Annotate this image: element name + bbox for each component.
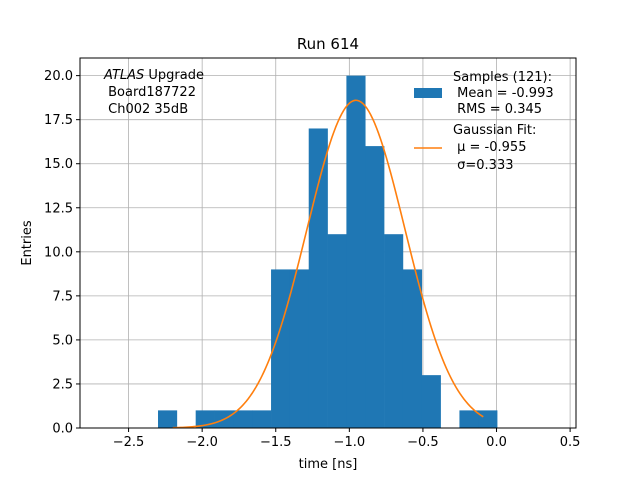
y-tick-label: 17.5	[44, 113, 73, 128]
annotation-box: ATLAS Upgrade Board187722 Ch002 35dB	[103, 68, 204, 117]
annotation-line-2: Board187722	[104, 85, 196, 100]
y-tick-label: 10.0	[44, 245, 73, 260]
legend: Samples (121): Mean = -0.993 RMS = 0.345…	[414, 70, 554, 173]
x-tick-label: −2.5	[113, 435, 145, 450]
y-tick-label: 0.0	[52, 422, 73, 437]
y-tick-label: 7.5	[52, 289, 73, 304]
histogram-bar	[459, 410, 479, 428]
y-tick-label: 15.0	[44, 157, 73, 172]
y-tick-label: 20.0	[44, 69, 73, 84]
y-tick-label: 12.5	[44, 201, 73, 216]
x-tick-label: 0.0	[486, 435, 507, 450]
x-axis-label: time [ns]	[299, 457, 358, 472]
histogram-bar	[233, 410, 253, 428]
x-axis-ticks: −2.5 −2.0 −1.5 −1.0 −0.5 0.0 0.5	[113, 428, 581, 450]
legend-samples-line-2: Mean = -0.993	[453, 86, 554, 101]
x-tick-label: −1.0	[334, 435, 366, 450]
x-tick-label: −1.5	[260, 435, 292, 450]
legend-swatch-samples	[414, 88, 442, 98]
x-tick-label: −2.0	[186, 435, 218, 450]
legend-fit-line-1: Gaussian Fit:	[453, 123, 536, 138]
y-tick-label: 2.5	[52, 377, 73, 392]
histogram-bar	[478, 410, 498, 428]
legend-samples-line-3: RMS = 0.345	[453, 102, 542, 117]
y-tick-label: 5.0	[52, 333, 73, 348]
chart-title: Run 614	[297, 35, 359, 53]
histogram-bar	[158, 410, 178, 428]
gaussian-fit-curve	[172, 99, 484, 429]
histogram-bar	[308, 128, 328, 428]
histogram-bars	[158, 75, 498, 428]
annotation-atlas: ATLAS	[103, 68, 144, 83]
histogram-bar	[384, 234, 404, 428]
histogram-bar	[252, 410, 272, 428]
legend-samples-line-1: Samples (121):	[453, 70, 552, 85]
histogram-bar	[289, 269, 310, 428]
annotation-line-3: Ch002 35dB	[104, 102, 188, 117]
histogram-bar	[402, 269, 423, 428]
histogram-bar	[346, 75, 366, 428]
x-tick-label: 0.5	[560, 435, 581, 450]
legend-fit-line-2: μ = -0.955	[453, 140, 526, 155]
annotation-line-1: ATLAS Upgrade	[103, 68, 204, 83]
legend-fit-line-3: σ=0.333	[453, 158, 513, 173]
histogram-bar	[421, 375, 441, 428]
y-axis-ticks: 0.0 2.5 5.0 7.5 10.0 12.5 15.0 17.5 20.0	[44, 69, 80, 437]
axes-frame	[79, 57, 577, 429]
annotation-upgrade: Upgrade	[144, 68, 204, 83]
y-axis-label: Entries	[20, 220, 35, 266]
histogram-bar	[365, 146, 385, 428]
histogram-bar	[327, 234, 347, 428]
x-tick-label: −0.5	[407, 435, 439, 450]
